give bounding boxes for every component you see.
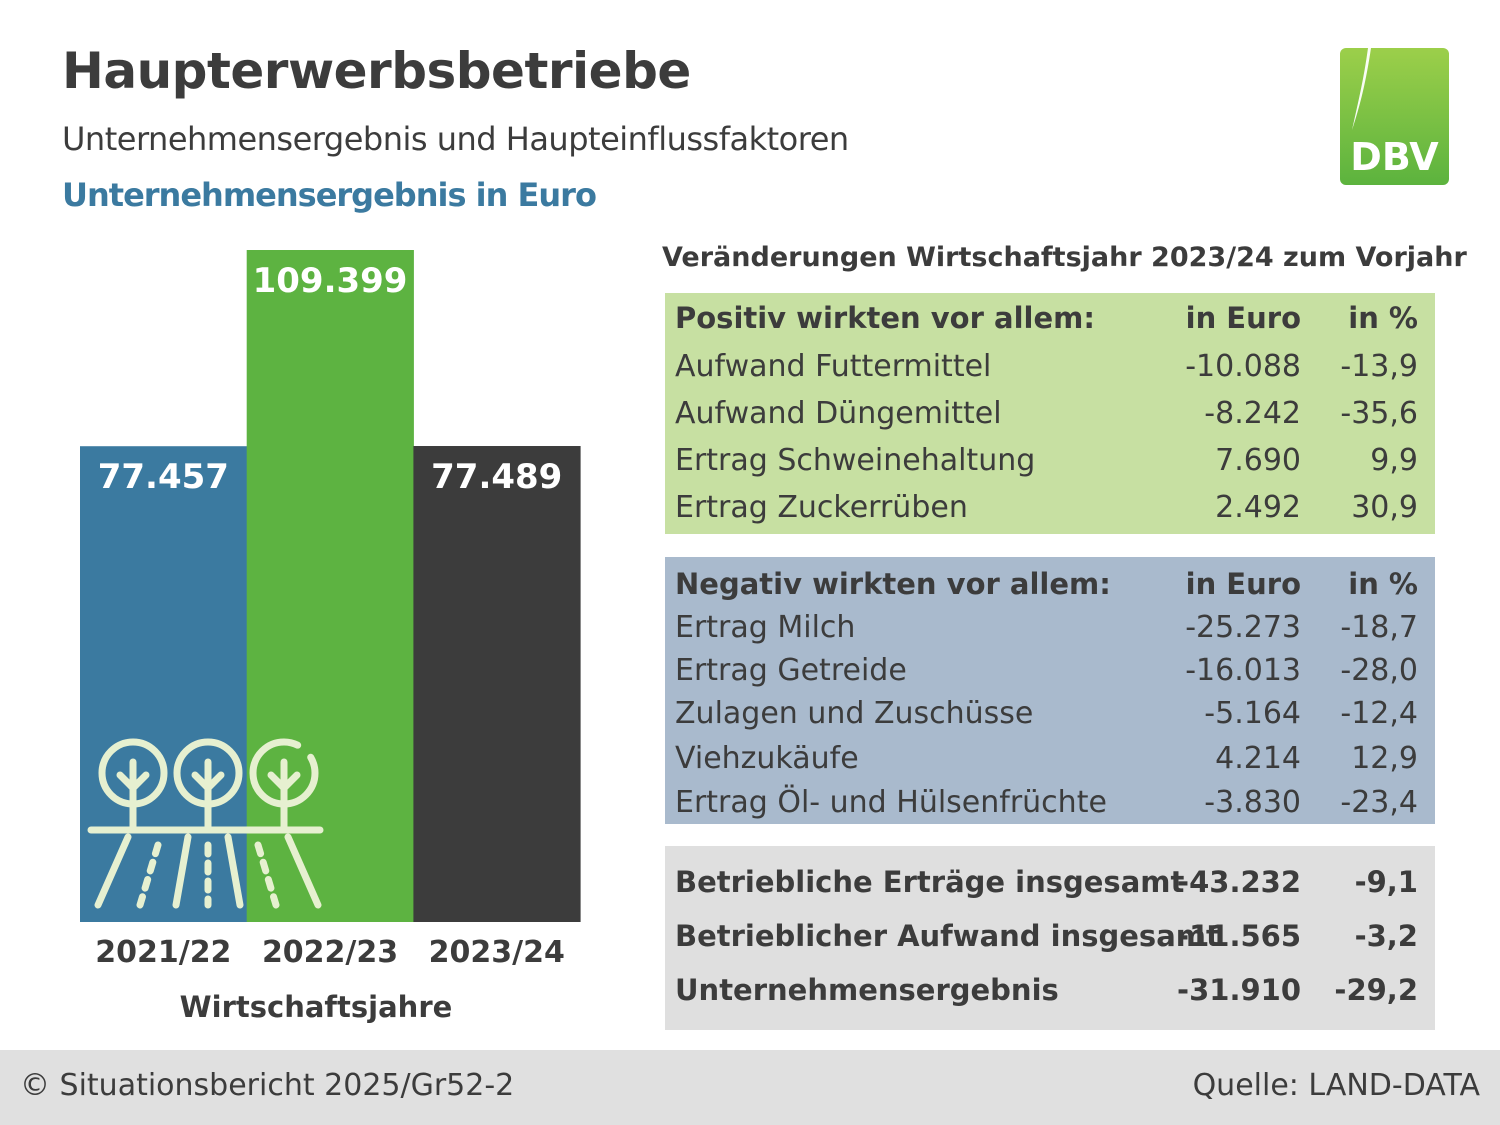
row-euro: -25.273 (1185, 610, 1301, 645)
column-header-percent: in % (1348, 301, 1418, 335)
page-title: Haupterwerbsbetriebe (62, 42, 691, 100)
row-percent: -13,9 (1340, 349, 1418, 384)
row-euro: 7.690 (1215, 443, 1301, 478)
negative-factors-table: Negativ wirkten vor allem: in Euro in % … (665, 557, 1435, 824)
bar-2021/22 (80, 446, 248, 922)
logo-text: DBV (1350, 135, 1439, 179)
table-row: Ertrag Getreide -16.013 -28,0 (665, 651, 1435, 691)
column-header-euro: in Euro (1185, 567, 1301, 601)
x-tick-label: 2021/22 (95, 935, 231, 970)
totals-table: Betriebliche Erträge insgesamt -43.232 -… (665, 846, 1435, 1030)
table-row: Zulagen und Zuschüsse -5.164 -12,4 (665, 694, 1435, 734)
row-percent: -12,4 (1340, 696, 1418, 731)
row-euro: 4.214 (1215, 741, 1301, 776)
source-text: Quelle: LAND-DATA (1192, 1068, 1480, 1103)
row-percent: -23,4 (1340, 785, 1418, 820)
row-percent: 12,9 (1351, 741, 1418, 776)
table-row: Aufwand Futtermittel -10.088 -13,9 (665, 347, 1435, 387)
row-euro: -31.910 (1177, 973, 1301, 1007)
totals-row: Betriebliche Erträge insgesamt -43.232 -… (665, 862, 1435, 902)
logo-background (1340, 48, 1449, 185)
x-tick-label: 2022/23 (262, 935, 398, 970)
chart-title: Unternehmensergebnis in Euro (62, 176, 597, 214)
row-euro: 2.492 (1215, 490, 1301, 525)
bar-value-label: 77.489 (431, 457, 562, 497)
column-header-percent: in % (1348, 567, 1418, 601)
table-row: Ertrag Schweinehaltung 7.690 9,9 (665, 441, 1435, 481)
row-euro: -11.565 (1177, 919, 1301, 953)
row-label: Ertrag Getreide (675, 653, 907, 688)
bar-value-label: 109.399 (253, 261, 408, 301)
dbv-logo: DBV (1340, 48, 1449, 185)
bar-2022/23 (246, 250, 414, 922)
row-percent: -35,6 (1340, 396, 1418, 431)
positive-factors-table: Positiv wirkten vor allem: in Euro in % … (665, 293, 1435, 534)
table-row: Aufwand Düngemittel -8.242 -35,6 (665, 394, 1435, 434)
row-label: Aufwand Düngemittel (675, 396, 1002, 431)
row-percent: -9,1 (1354, 865, 1418, 899)
negative-header-row: Negativ wirkten vor allem: in Euro in % (665, 564, 1435, 604)
row-percent: -3,2 (1354, 919, 1418, 953)
row-percent: -29,2 (1334, 973, 1418, 1007)
table-row: Ertrag Öl- und Hülsenfrüchte -3.830 -23,… (665, 783, 1435, 823)
negative-header-label: Negativ wirkten vor allem: (675, 567, 1111, 601)
leaf-stroke-icon (1352, 48, 1371, 130)
row-label: Zulagen und Zuschüsse (675, 696, 1034, 731)
row-label: Betriebliche Erträge insgesamt (675, 865, 1185, 899)
positive-header-label: Positiv wirkten vor allem: (675, 301, 1095, 335)
row-euro: -8.242 (1204, 396, 1301, 431)
row-label: Viehzukäufe (675, 741, 859, 776)
table-row: Ertrag Milch -25.273 -18,7 (665, 608, 1435, 648)
row-percent: 30,9 (1351, 490, 1418, 525)
row-label: Ertrag Schweinehaltung (675, 443, 1036, 478)
row-euro: -3.830 (1204, 785, 1301, 820)
row-euro: -43.232 (1177, 865, 1301, 899)
table-title: Veränderungen Wirtschaftsjahr 2023/24 zu… (662, 242, 1467, 273)
copyright-text: © Situationsbericht 2025/Gr52-2 (20, 1068, 515, 1103)
bar-chart: 77.457 2021/22 109.399 2022/23 77.489 2023/24… (80, 250, 581, 1024)
row-euro: -5.164 (1204, 696, 1301, 731)
row-label: Ertrag Milch (675, 610, 856, 645)
row-percent: -28,0 (1340, 653, 1418, 688)
bar-2023/24 (413, 446, 581, 922)
table-row: Viehzukäufe 4.214 12,9 (665, 739, 1435, 779)
field-trees-illustration (87, 738, 324, 909)
bar-value-label: 77.457 (98, 457, 229, 497)
row-label: Ertrag Öl- und Hülsenfrüchte (675, 785, 1107, 820)
row-euro: -10.088 (1185, 349, 1301, 384)
row-label: Aufwand Futtermittel (675, 349, 992, 384)
positive-header-row: Positiv wirkten vor allem: in Euro in % (665, 298, 1435, 338)
column-header-euro: in Euro (1185, 301, 1301, 335)
row-label: Unternehmensergebnis (675, 973, 1059, 1007)
table-row: Ertrag Zuckerrüben 2.492 30,9 (665, 488, 1435, 528)
x-tick-label: 2023/24 (429, 935, 565, 970)
row-label: Betrieblicher Aufwand insgesamt (675, 919, 1220, 953)
row-label: Ertrag Zuckerrüben (675, 490, 968, 525)
x-axis-title: Wirtschaftsjahre (180, 990, 453, 1024)
totals-row: Betrieblicher Aufwand insgesamt -11.565 … (665, 916, 1435, 956)
row-percent: 9,9 (1370, 443, 1418, 478)
row-percent: -18,7 (1340, 610, 1418, 645)
row-euro: -16.013 (1185, 653, 1301, 688)
page-subtitle: Unternehmensergebnis und Haupteinflussfa… (62, 120, 849, 158)
totals-row: Unternehmensergebnis -31.910 -29,2 (665, 970, 1435, 1010)
footer-bar: © Situationsbericht 2025/Gr52-2 Quelle: … (0, 1050, 1500, 1125)
